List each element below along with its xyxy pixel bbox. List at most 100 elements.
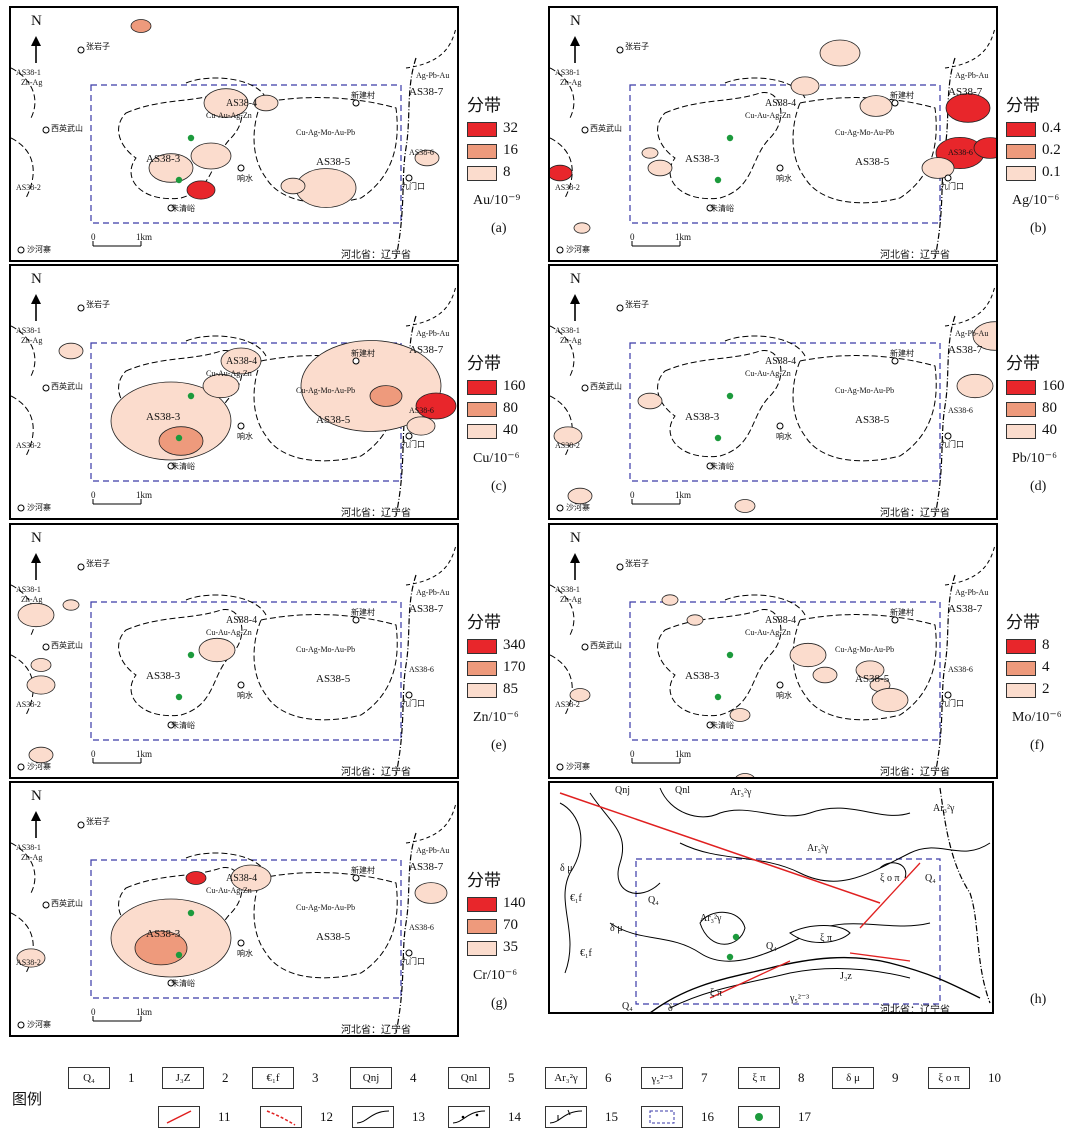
zone-legend-title: 分带 [467,613,501,632]
anomaly-blob [198,637,236,663]
zone-swatch-value: 340 [503,637,526,653]
place-zhuqingyu: 朱清峪 [710,462,734,471]
zone-swatch [467,919,497,934]
anomaly-blob [921,157,955,179]
zone-as38-2: AS38-2 [16,183,41,192]
north-label: N [31,530,42,546]
map-b [550,27,996,259]
panel-label: (c) [491,479,507,494]
zone-as38-3: AS38-3 [685,153,720,165]
anomaly-blob [553,426,583,446]
zone-swatch [467,661,497,676]
zone-swatch [1006,122,1036,137]
anomaly-blob [406,416,436,436]
anomaly-blob [686,614,704,626]
zone-as38-7: AS38-7 [409,603,444,615]
zone-legend-title: 分带 [467,96,501,115]
zone-as38-2: AS38-2 [16,700,41,709]
geo-unit-dmu: δ μ [560,863,573,874]
anomaly-blob [973,137,996,159]
legend-symbol-3: €₁f [252,1067,294,1089]
anomaly-blob [859,95,893,117]
zone-as38-6: AS38-6 [409,148,434,157]
border-text: 河北省：辽宁省 [341,1025,411,1036]
anomaly-blob [414,149,440,167]
place-xiyingwushan: 西英武山 [51,382,83,391]
zone-as38-1-sub: Zn-Ag [21,336,43,345]
place-jiumenkou: 九门口 [940,182,964,191]
panel-e: N 0 1km 张岩子 西英武山 沙河寨 朱清峪 响水 新建村 九门口 AS38-1 Zn-Ag AS3… [9,523,459,779]
geo-unit-qnl: Qnl [675,785,690,796]
place-zhangyanzi: 张岩子 [86,42,110,51]
zone-swatch [1006,661,1036,676]
zone-legend-title: 分带 [467,354,501,373]
place-jiumenkou: 九门口 [940,440,964,449]
scale-start: 0 [91,490,96,500]
place-xiangshui: 响水 [237,691,253,700]
place-zhangyanzi: 张岩子 [625,300,649,309]
zone-as38-6: AS38-6 [409,406,434,415]
map-d [550,285,996,517]
panel-unit: Cr/10⁻⁶ [473,968,518,983]
sample-point [187,651,195,659]
place-xiyingwushan: 西英武山 [590,382,622,391]
border-text: 河北省：辽宁省 [341,250,411,261]
zone-swatch-value: 160 [1042,378,1065,394]
legend-number: 16 [701,1109,714,1124]
geo-unit-e1f: €₁f [580,948,592,959]
panel-h-geology: Qnj Qnl Ar₃²γ Ar₃²γ Ar₃²γ Ar₃²γ Q₄ Q₄ Q₄… [548,781,994,1014]
sample-point [175,693,183,701]
geo-unit-q4-2: Q₄ [648,895,659,906]
border-text: 河北省：辽宁省 [341,508,411,519]
anomaly-blob [569,688,591,702]
anomaly-blob [202,373,240,399]
geo-unit-ar-4: Ar₃²γ [700,913,722,924]
anomaly-blob [956,373,994,399]
anomaly-blob [230,864,272,892]
map-g [11,802,457,1034]
panel-d: N 0 1km 张岩子 西英武山 沙河寨 朱清峪 响水 新建村 九门口 AS38-1 Zn-Ag AS3… [548,264,998,520]
legend-symbol-4: Qnj [350,1067,392,1089]
zone-as38-7-sub: Ag-Pb-Au [416,71,450,80]
place-xiangshui: 响水 [237,432,253,441]
anomaly-blob [190,142,232,170]
zone-as38-3: AS38-3 [685,411,720,423]
anomaly-blob [945,93,991,123]
sample-point [175,176,183,184]
legend-symbol-16 [641,1106,683,1128]
legend-number: 15 [605,1109,618,1124]
zone-as38-3: AS38-3 [146,670,181,682]
anomaly-blob [203,88,249,118]
zone-as38-1: AS38-1 [16,326,41,335]
zone-swatch-value: 140 [503,895,526,911]
anomaly-blob [17,602,55,628]
anomaly-blob [735,773,755,777]
zone-swatch-value: 32 [503,120,518,136]
zone-swatch-value: 16 [503,142,518,158]
anomaly-blob [414,882,448,904]
panel-unit: Cu/10⁻⁶ [473,451,520,466]
zone-as38-5: AS38-5 [855,673,890,685]
panel-c: N 0 1km 张岩子 西英武山 沙河寨 朱清峪 响水 新建村 九门口 AS38-1 Zn-Ag AS3… [9,264,459,520]
zone-swatch [1006,380,1036,395]
geo-unit-e1f-2: €₁f [570,893,582,904]
sample-point [726,651,734,659]
panel-a: N 0 1km 张岩子 西英武山 沙河寨 朱清峪 响水 新建村 九门口 AS38-1 Zn-Ag AS3… [9,6,459,262]
zone-as38-1: AS38-1 [16,68,41,77]
anomaly-blob [28,746,54,764]
zone-as38-1-sub: Zn-Ag [21,78,43,87]
geo-unit-qnj: Qnj [615,785,630,796]
zone-swatch-value: 2 [1042,681,1050,697]
north-label: N [31,271,42,287]
place-zhuqingyu: 朱清峪 [171,721,195,730]
zone-as38-1: AS38-1 [16,843,41,852]
zone-as38-4: AS38-4 [226,873,258,884]
zone-swatch [467,683,497,698]
zone-swatch-value: 40 [503,422,518,438]
anomaly-blob [185,871,207,885]
zone-swatch [467,639,497,654]
zone-as38-3: AS38-3 [146,928,181,940]
anomaly-blob [148,153,194,183]
zone-swatch-value: 160 [503,378,526,394]
anomaly-blob [26,675,56,695]
